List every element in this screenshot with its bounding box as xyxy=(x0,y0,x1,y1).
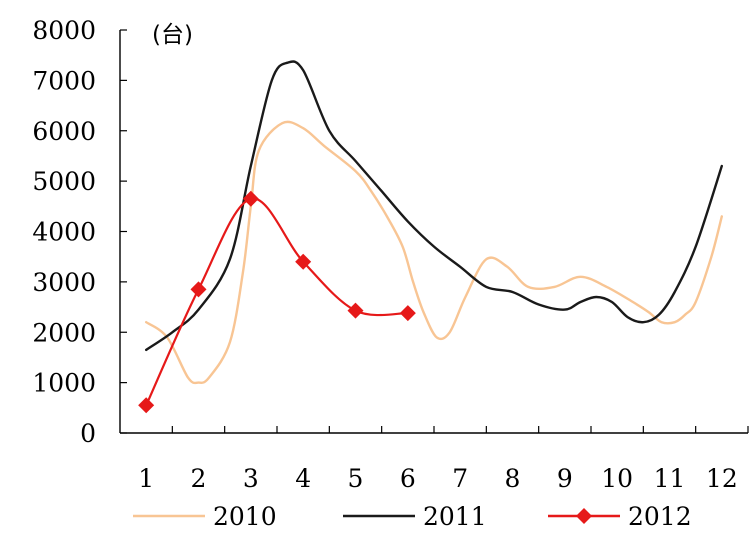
legend-label-2010: 2010 xyxy=(213,502,277,531)
y-tick-label: 8000 xyxy=(32,16,96,45)
series-group xyxy=(138,60,723,414)
y-tick-label: 3000 xyxy=(32,268,96,297)
y-axis: 0 1000 2000 3000 4000 5000 6000 7000 8000 xyxy=(32,16,127,448)
data-point-2012 xyxy=(190,281,207,298)
y-tick-label: 7000 xyxy=(32,66,96,95)
legend: 2010 2011 2012 xyxy=(133,502,692,531)
x-tick-label: 2 xyxy=(191,464,207,493)
y-tick-label: 0 xyxy=(80,419,96,448)
x-tick-label: 4 xyxy=(295,464,311,493)
y-tick-label: 2000 xyxy=(32,318,96,347)
x-tick-label: 3 xyxy=(243,464,259,493)
y-tick-label: 6000 xyxy=(32,117,96,146)
x-tick-label: 10 xyxy=(601,464,633,493)
x-tick-label: 9 xyxy=(557,464,573,493)
y-tick-label: 4000 xyxy=(32,218,96,247)
x-tick-label: 1 xyxy=(138,464,154,493)
x-tick-label: 6 xyxy=(400,464,416,493)
y-tick-label: 1000 xyxy=(32,369,96,398)
legend-label-2012: 2012 xyxy=(628,502,692,531)
data-point-2012 xyxy=(295,253,312,270)
x-tick-label: 12 xyxy=(706,464,738,493)
x-tick-label: 5 xyxy=(348,464,364,493)
data-point-2012 xyxy=(242,190,259,207)
x-axis: 1 2 3 4 5 6 7 8 9 10 11 12 xyxy=(120,426,749,493)
series-line-2010 xyxy=(145,120,723,385)
y-unit-label: (台) xyxy=(152,22,193,48)
data-point-2012 xyxy=(399,305,416,322)
x-tick-label: 7 xyxy=(452,464,468,493)
legend-marker-2012 xyxy=(576,508,592,524)
legend-label-2011: 2011 xyxy=(423,502,487,531)
y-tick-label: 5000 xyxy=(32,167,96,196)
data-point-2012 xyxy=(347,302,364,319)
x-tick-label: 11 xyxy=(654,464,686,493)
x-tick-label: 8 xyxy=(505,464,521,493)
series-line-2011 xyxy=(145,60,723,352)
data-point-2012 xyxy=(138,397,155,414)
